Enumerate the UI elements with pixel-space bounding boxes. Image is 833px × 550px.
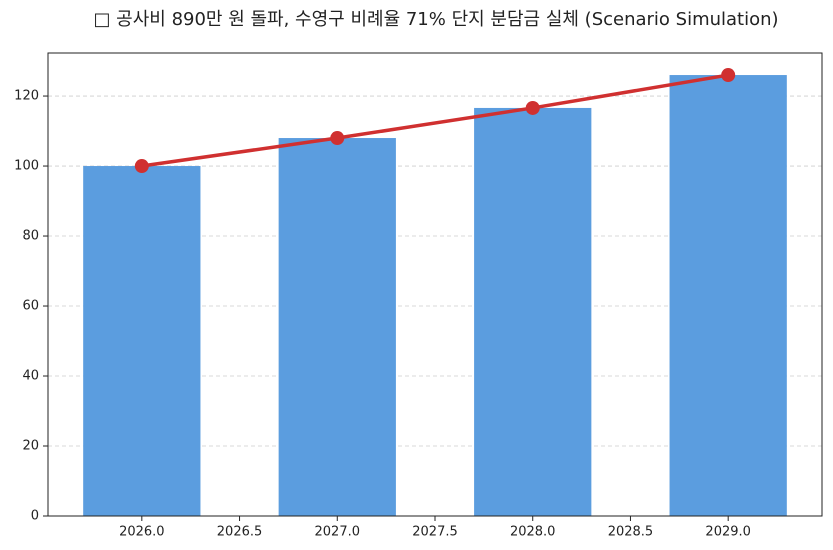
bar [278, 138, 396, 516]
y-tick-label: 0 [31, 509, 39, 524]
chart-title: □ 공사비 890만 원 돌파, 수영구 비례율 71% 단지 분담금 실체 (… [93, 9, 778, 30]
x-tick-label: 2027.0 [315, 525, 361, 540]
plot-frame [47, 52, 823, 517]
x-tick-label: 2027.5 [412, 525, 458, 540]
line-marker [134, 159, 149, 174]
y-tick-label: 20 [22, 439, 39, 454]
line-marker [330, 131, 345, 146]
x-tick-label: 2029.0 [705, 525, 751, 540]
line-marker [721, 68, 736, 83]
y-tick-label: 60 [22, 299, 39, 314]
x-tick-label: 2028.0 [510, 525, 556, 540]
x-tick-label: 2028.5 [608, 525, 654, 540]
line [141, 73, 729, 168]
y-tick-label: 100 [14, 159, 39, 174]
y-tick-label: 120 [14, 89, 39, 104]
x-tick-label: 2026.5 [217, 525, 263, 540]
line-marker [525, 100, 540, 115]
y-tick-label: 40 [22, 369, 39, 384]
bar [83, 166, 201, 517]
x-tick-label: 2026.0 [119, 525, 165, 540]
bar [474, 107, 592, 517]
y-tick-label: 80 [22, 229, 39, 244]
bar [669, 75, 787, 517]
